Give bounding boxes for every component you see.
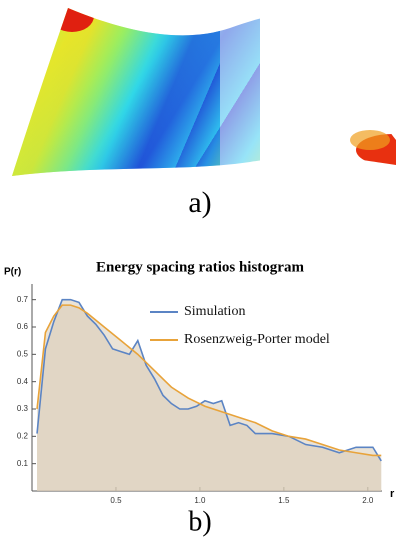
y-tick-label: 0.4 — [17, 377, 29, 386]
x-axis-label: r — [390, 488, 395, 500]
y-tick-label: 0.2 — [17, 431, 29, 440]
y-tick-label: 0.3 — [17, 404, 29, 413]
x-tick-label: 2.0 — [362, 496, 374, 505]
line — [36, 304, 382, 457]
y-tick-label: 0.7 — [17, 295, 29, 304]
y-axis-label: P(r) — [4, 267, 21, 278]
y-tick-label: 0.1 — [17, 459, 29, 468]
y-tick-label: 0.5 — [17, 349, 29, 358]
y-tick-label: 0.6 — [17, 322, 29, 331]
panel-label: a) — [188, 186, 211, 219]
x-tick-label: 1.0 — [194, 496, 206, 505]
panel-label: b) — [188, 506, 211, 537]
x-tick-label: 0.5 — [110, 496, 122, 505]
x-tick-label: 1.5 — [278, 496, 290, 505]
surface-plot — [12, 8, 396, 176]
legend-label: Rosenzweig-Porter model — [184, 332, 330, 347]
legend-label: Simulation — [184, 304, 245, 319]
chart-title: Energy spacing ratios histogram — [96, 259, 304, 275]
